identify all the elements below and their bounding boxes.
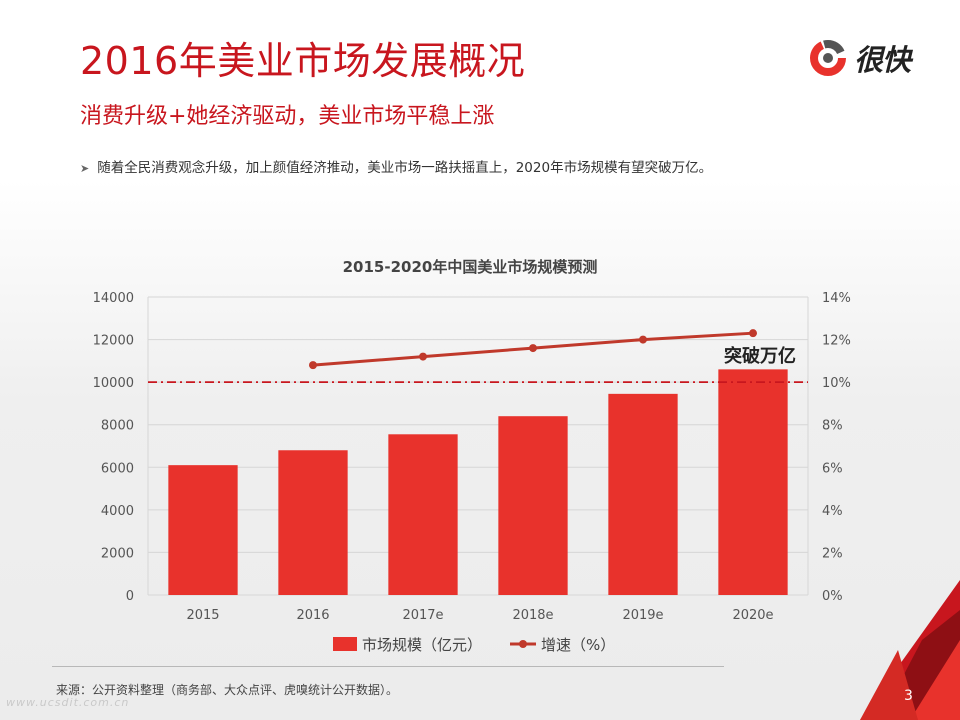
- x-tick-label: 2018e: [512, 608, 553, 623]
- source-note: 来源：公开资料整理（商务部、大众点评、虎嗅统计公开数据）。: [56, 683, 399, 697]
- x-tick-label: 2019e: [622, 608, 663, 623]
- chart-grid: [147, 296, 809, 596]
- bullet-point: ➤ 随着全民消费观念升级，加上颜值经济推动，美业市场一路扶摇直上，2020年市场规…: [80, 156, 712, 176]
- growth-line-series: [309, 329, 757, 370]
- legend-bar-label: 市场规模（亿元）: [362, 636, 482, 654]
- growth-point-2019e: [639, 335, 647, 344]
- y-axis-right-ticks: 0% 2% 4% 6% 8% 10% 12% 14%: [822, 291, 851, 604]
- y-left-tick-label: 4000: [101, 504, 134, 519]
- chart-annotation: 突破万亿: [724, 345, 796, 367]
- y-right-tick-label: 10%: [822, 376, 851, 391]
- bullet-text: 随着全民消费观念升级，加上颜值经济推动，美业市场一路扶摇直上，2020年市场规模…: [97, 160, 713, 176]
- watermark: www.ucsdit.com.cn: [6, 696, 130, 709]
- logo-ring-icon: [810, 40, 846, 76]
- x-tick-label: 2015: [186, 608, 219, 623]
- y-left-tick-label: 10000: [93, 376, 134, 391]
- corner-decoration: [860, 580, 960, 720]
- bar-2016: [278, 450, 348, 595]
- bar-2017e: [388, 434, 458, 595]
- y-left-tick-label: 14000: [93, 291, 134, 306]
- legend-bar-swatch: [333, 637, 357, 651]
- y-right-tick-label: 8%: [822, 419, 843, 434]
- growth-point-2016: [309, 361, 317, 370]
- legend-line-marker: [519, 640, 527, 648]
- y-right-tick-label: 6%: [822, 461, 843, 476]
- y-right-tick-label: 14%: [822, 291, 851, 306]
- bar-2019e: [608, 393, 678, 595]
- brand-logo: 很快: [808, 34, 930, 82]
- y-axis-left-ticks: 0 2000 4000 6000 8000 10000 12000 14000: [93, 291, 134, 604]
- y-right-tick-label: 12%: [822, 334, 851, 349]
- y-right-tick-label: 2%: [822, 546, 843, 561]
- x-axis-labels: 2015 2016 2017e 2018e 2019e 2020e: [186, 608, 773, 623]
- footer-divider: [52, 666, 724, 667]
- bar-series: [168, 369, 788, 595]
- slide-subtitle: 消费升级+她经济驱动，美业市场平稳上涨: [80, 104, 495, 129]
- y-left-tick-label: 12000: [93, 334, 134, 349]
- logo-text: 很快: [854, 43, 911, 77]
- slide-title: 2016年美业市场发展概况: [80, 39, 526, 83]
- x-tick-label: 2017e: [402, 608, 443, 623]
- bar-2018e: [498, 416, 568, 595]
- y-left-tick-label: 2000: [101, 546, 134, 561]
- y-left-tick-label: 8000: [101, 419, 134, 434]
- y-left-tick-label: 0: [126, 589, 134, 604]
- growth-point-2017e: [419, 352, 427, 361]
- growth-point-2020e: [749, 329, 757, 338]
- bar-2020e: [718, 369, 788, 595]
- y-left-tick-label: 6000: [101, 461, 134, 476]
- bar-2015: [168, 465, 238, 595]
- chart-title: 2015-2020年中国美业市场规模预测: [343, 258, 598, 276]
- triangle-bullet-icon: ➤: [80, 162, 90, 175]
- growth-point-2018e: [529, 344, 537, 353]
- x-tick-label: 2016: [296, 608, 329, 623]
- page-number: 3: [904, 688, 913, 704]
- chart-legend: 市场规模（亿元） 增速（%）: [333, 636, 615, 654]
- y-right-tick-label: 4%: [822, 504, 843, 519]
- y-right-tick-label: 0%: [822, 589, 843, 604]
- legend-line-label: 增速（%）: [541, 636, 615, 654]
- x-tick-label: 2020e: [732, 608, 773, 623]
